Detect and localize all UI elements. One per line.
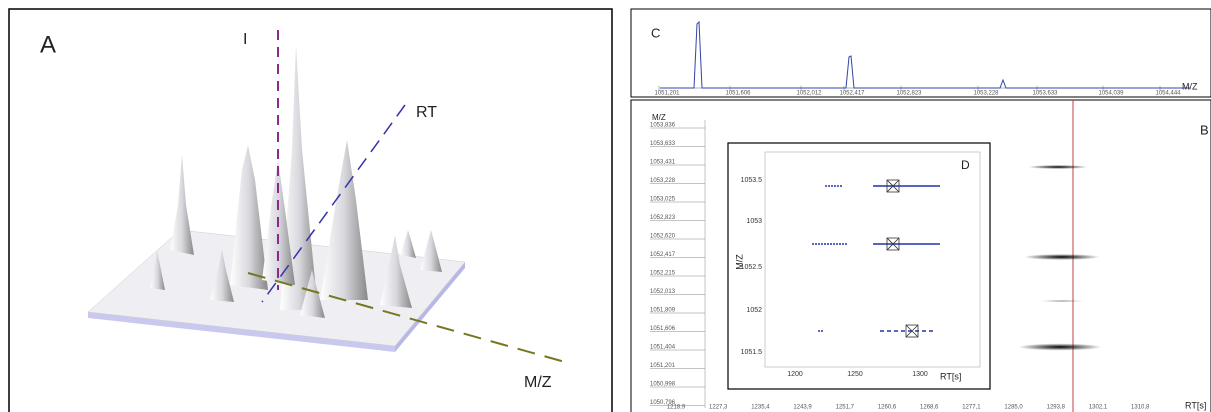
x-tick-label: 1300 — [912, 371, 928, 378]
signal-spot — [1040, 300, 1084, 302]
panel-label: D — [961, 158, 970, 172]
signal-spot — [1018, 344, 1102, 351]
panel-label: C — [651, 25, 660, 40]
x-tick-label: 1051,606 — [725, 91, 751, 97]
x-tick-label: 1051,201 — [654, 91, 680, 97]
y-tick-label: 1052,013 — [650, 289, 676, 295]
x-tick-label: 1218,9 — [667, 405, 686, 411]
x-tick-label: 1053,228 — [973, 91, 999, 97]
y-tick-label: 1053,025 — [650, 197, 676, 203]
axis-label: I — [243, 31, 247, 48]
x-tick-label: 1227,3 — [709, 405, 728, 411]
x-tick-label: 1200 — [787, 371, 803, 378]
y-tick-label: 1053,228 — [650, 178, 676, 184]
axis-label: RT — [416, 104, 437, 121]
y-tick-label: 1053 — [746, 218, 762, 225]
x-tick-label: 1054,444 — [1155, 91, 1181, 97]
figure: A I RT M/Z C 1051,201 1051,606 1052,012 105… — [0, 0, 1211, 412]
x-tick-label: 1293,8 — [1047, 405, 1066, 411]
axis-label: RT[s] — [1185, 400, 1206, 410]
x-tick-label: 1302,1 — [1089, 405, 1108, 411]
signal-spot — [1028, 165, 1088, 169]
x-tick-label: 1053,633 — [1032, 91, 1058, 97]
x-tick-label: 1268,6 — [920, 405, 939, 411]
y-tick-label: 1052,215 — [650, 271, 676, 277]
y-tick-label: 1052,620 — [650, 234, 676, 240]
y-tick-label: 1051,404 — [650, 345, 676, 351]
y-tick-label: 1052,823 — [650, 215, 676, 221]
y-tick-label: 1052,417 — [650, 252, 676, 258]
panel-label: A — [40, 31, 56, 58]
y-tick-label: 1050,998 — [650, 382, 676, 388]
x-tick-label: 1277,1 — [962, 405, 981, 411]
x-tick-label: 1260,6 — [878, 405, 897, 411]
x-tick-label: 1054,039 — [1098, 91, 1124, 97]
x-tick-label: 1235,4 — [751, 405, 770, 411]
x-tick-label: 1250 — [847, 371, 863, 378]
y-tick-label: 1053.5 — [741, 177, 763, 184]
axis-label: RT[s] — [940, 371, 961, 381]
axis-label: M/Z — [652, 113, 666, 122]
x-tick-label: 1285,0 — [1004, 405, 1023, 411]
x-tick-label: 1243,9 — [793, 405, 812, 411]
panel-d-frame — [728, 143, 990, 389]
y-tick-label: 1051,606 — [650, 326, 676, 332]
x-tick-label: 1052,823 — [896, 91, 922, 97]
x-tick-label: 1052,012 — [796, 91, 822, 97]
y-tick-label: 1052.5 — [741, 264, 763, 271]
y-tick-label: 1052 — [746, 307, 762, 314]
y-tick-label: 1051.5 — [741, 349, 763, 356]
x-tick-label: 1310,8 — [1131, 405, 1150, 411]
y-tick-label: 1053,836 — [650, 123, 676, 129]
x-tick-label: 1251,7 — [836, 405, 855, 411]
x-tick-label: 1052,417 — [839, 91, 865, 97]
signal-spot — [1024, 254, 1100, 260]
y-tick-label: 1053,633 — [650, 141, 676, 147]
axis-label: M/Z — [1182, 81, 1198, 91]
y-tick-label: 1051,201 — [650, 363, 676, 369]
axis-label: M/Z — [524, 374, 552, 391]
panel-a-frame — [9, 9, 612, 412]
y-tick-label: 1051,809 — [650, 308, 676, 314]
y-tick-label: 1053,431 — [650, 160, 676, 166]
panel-label: B — [1200, 122, 1209, 137]
panel-c-frame — [631, 9, 1211, 97]
